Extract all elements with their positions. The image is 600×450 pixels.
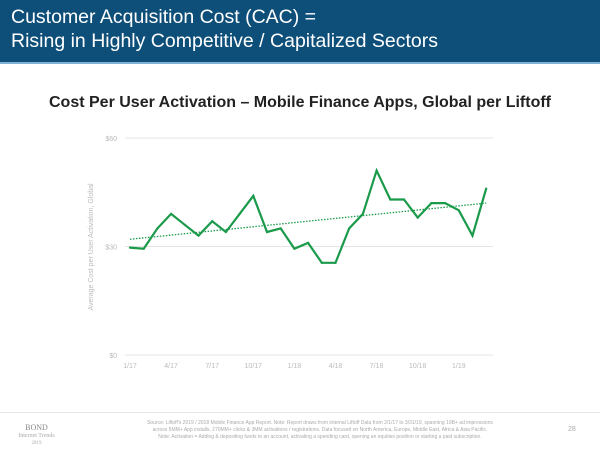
data-point — [334, 261, 337, 264]
bond-logo: BOND — [25, 423, 48, 432]
data-point — [320, 261, 323, 264]
source-line-1: Source: Liftoff's 2019 / 2018 Mobile Fin… — [147, 420, 493, 426]
data-point — [170, 212, 173, 216]
data-point — [142, 247, 145, 250]
data-point — [430, 202, 433, 205]
data-point — [471, 234, 474, 237]
data-point — [293, 247, 296, 250]
y-tick-label: $30 — [105, 245, 117, 252]
x-tick-label: 7/18 — [370, 363, 384, 370]
footer-divider — [0, 412, 600, 413]
bond-logo-year: 2019 — [31, 441, 42, 446]
data-point — [375, 169, 378, 172]
data-point — [389, 198, 392, 201]
data-point — [307, 241, 310, 244]
data-point — [183, 223, 186, 226]
y-axis-label: Average Cost per User Activation, Global — [88, 183, 95, 311]
y-tick-label: $0 — [109, 353, 117, 360]
data-point — [224, 230, 227, 234]
data-point — [402, 198, 406, 201]
x-tick-label: 4/18 — [329, 363, 343, 370]
series-line — [129, 167, 488, 264]
data-point — [238, 212, 241, 216]
page-number: 28 — [568, 426, 576, 433]
data-point — [156, 227, 159, 230]
data-point — [128, 246, 132, 249]
data-point — [361, 212, 364, 216]
bond-logo-subtitle: Internet Trends — [18, 433, 55, 439]
data-point — [279, 227, 282, 230]
slide-header: Customer Acquisition Cost (CAC) = Rising… — [0, 0, 600, 64]
data-point — [485, 187, 488, 190]
x-tick-label: 1/18 — [288, 363, 302, 370]
x-tick-label: 1/19 — [452, 363, 466, 370]
data-point — [197, 234, 200, 237]
slide-title-line-1: Customer Acquisition Cost (CAC) = — [11, 6, 317, 28]
trend-line — [129, 202, 487, 240]
slide-title-line-2: Rising in Highly Competitive / Capitaliz… — [11, 30, 439, 52]
source-line-3: Note: Activation = Adding & depositing f… — [158, 434, 482, 440]
source-note: Source: Liftoff's 2019 / 2018 Mobile Fin… — [105, 420, 535, 441]
data-point — [211, 220, 214, 223]
data-point — [348, 227, 351, 230]
source-line-2: across 5MM+ App installs, 270MM+ clicks … — [152, 427, 488, 433]
data-point — [444, 202, 447, 205]
x-tick-label: 10/17 — [245, 363, 263, 370]
data-point — [416, 216, 419, 219]
x-tick-label: 10/18 — [409, 363, 427, 370]
y-tick-label: $60 — [105, 136, 117, 143]
chart-title: Cost Per User Activation – Mobile Financ… — [49, 94, 551, 111]
x-tick-label: 4/17 — [164, 363, 178, 370]
data-point — [457, 209, 460, 212]
x-tick-label: 1/17 — [123, 363, 137, 370]
data-point — [265, 230, 269, 234]
x-tick-label: 7/17 — [205, 363, 219, 370]
data-point — [252, 194, 255, 197]
